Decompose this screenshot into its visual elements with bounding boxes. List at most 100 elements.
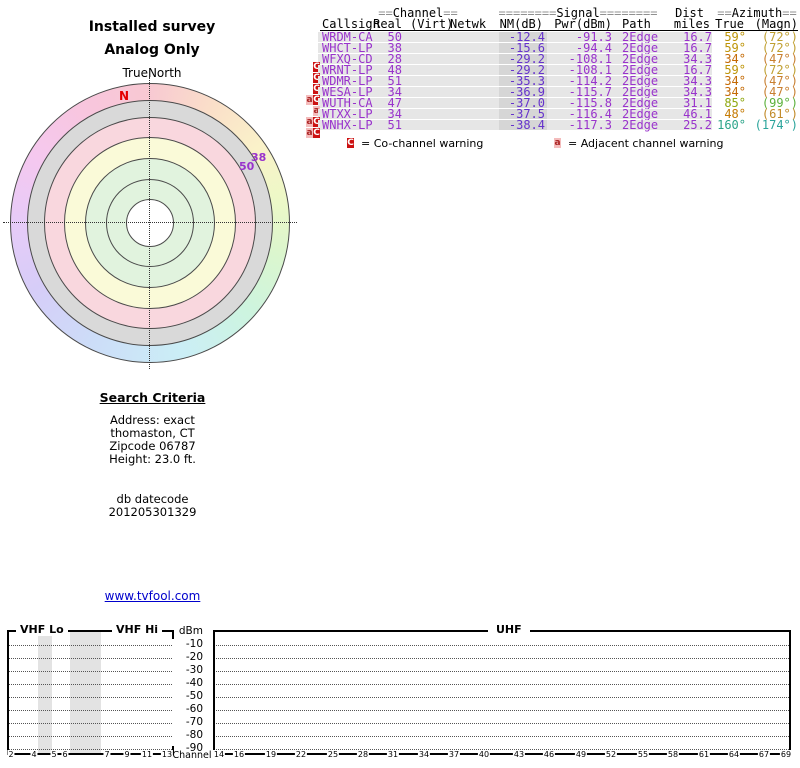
uhf-gridline--50 bbox=[216, 697, 789, 698]
magn-cell: (72°) bbox=[761, 63, 798, 77]
miles-cell: 46.1 bbox=[683, 107, 712, 121]
callsign-cell: WESA-LP bbox=[322, 85, 373, 99]
radar-station-label-38: 38 bbox=[251, 151, 267, 164]
row-warning-flags: aC bbox=[306, 87, 320, 105]
callsign-cell: WTXX-LP bbox=[322, 107, 373, 121]
real-cell: 47 bbox=[387, 96, 402, 110]
uhf-gridline--30 bbox=[216, 671, 789, 672]
co-channel-flag: C bbox=[313, 84, 320, 94]
north-marker: N bbox=[119, 89, 130, 103]
channel-tick-69: 69 bbox=[779, 750, 793, 760]
channel-tick-61: 61 bbox=[697, 750, 711, 760]
dbm-tick--60: -60 bbox=[185, 703, 203, 715]
channel-tick-67: 67 bbox=[757, 750, 771, 760]
radar-crosshair-horizontal bbox=[3, 222, 297, 223]
path-cell: 2Edge bbox=[622, 63, 659, 77]
miles-cell: 34.3 bbox=[683, 52, 712, 66]
radar-center-circle bbox=[126, 199, 174, 247]
azimuth-group-header: ==Azimuth== bbox=[717, 6, 797, 20]
search-city-line: thomaston, CT bbox=[110, 426, 195, 440]
vhf-gridline--80 bbox=[9, 736, 172, 737]
col-header-netwk: Netwk bbox=[450, 17, 487, 31]
real-cell: 34 bbox=[387, 85, 402, 99]
channel-tick-52: 52 bbox=[604, 750, 618, 760]
col-header-miles: miles bbox=[673, 17, 710, 31]
vhf-gridline--60 bbox=[9, 710, 172, 711]
callsign-cell: WHCT-LP bbox=[322, 41, 373, 55]
true-cell: 160° bbox=[717, 118, 746, 132]
callsign-cell: WRDM-CA bbox=[322, 30, 373, 44]
col-header-path: Path bbox=[622, 17, 651, 31]
nm-cell: -37.0 bbox=[508, 96, 545, 110]
search-zip-line: Zipcode 06787 bbox=[109, 439, 196, 453]
radar-crosshair-vertical bbox=[149, 77, 150, 369]
vhf-lo-band-label: VHF Lo bbox=[16, 623, 68, 636]
true-cell: 34° bbox=[724, 52, 746, 66]
nm-cell: -38.4 bbox=[508, 118, 545, 132]
channel-tick-4: 4 bbox=[30, 750, 38, 760]
dist-group-header: Dist bbox=[675, 6, 704, 20]
db-datecode-value: 201205301329 bbox=[108, 505, 197, 519]
channel-tick-13: 13 bbox=[160, 750, 174, 760]
adjacent-channel-legend-icon: a bbox=[554, 138, 561, 148]
vhf-gridline--70 bbox=[9, 723, 172, 724]
channel-tick-14: 14 bbox=[212, 750, 226, 760]
adjacent-channel-legend-text: = Adjacent channel warning bbox=[568, 137, 724, 150]
adjacent-channel-flag: a bbox=[313, 106, 320, 116]
pwr-cell: -114.2 bbox=[568, 74, 612, 88]
channel-tick-19: 19 bbox=[264, 750, 278, 760]
channel-tick-16: 16 bbox=[232, 750, 246, 760]
miles-cell: 34.3 bbox=[683, 74, 712, 88]
table-row-nm-bg bbox=[499, 109, 547, 119]
co-channel-flag: C bbox=[313, 62, 320, 72]
row-warning-flags: C bbox=[313, 76, 320, 94]
true-cell: 34° bbox=[724, 85, 746, 99]
real-cell: 34 bbox=[387, 107, 402, 121]
channel-tick-9: 9 bbox=[123, 750, 131, 760]
vhf-gridline--30 bbox=[9, 671, 172, 672]
signal-group-header: ========Signal======== bbox=[498, 6, 658, 20]
co-channel-legend-text: = Co-channel warning bbox=[361, 137, 484, 150]
search-address-line: Address: exact bbox=[110, 413, 195, 427]
real-cell: 51 bbox=[387, 118, 402, 132]
magn-cell: (47°) bbox=[761, 85, 798, 99]
uhf-gridline--90 bbox=[216, 749, 789, 750]
table-row-nm-bg bbox=[499, 32, 547, 42]
adjacent-channel-flag: a bbox=[306, 128, 313, 138]
callsign-cell: WDMR-LP bbox=[322, 74, 373, 88]
channel-tick-43: 43 bbox=[512, 750, 526, 760]
uhf-gridline--40 bbox=[216, 684, 789, 685]
channel-tick-31: 31 bbox=[386, 750, 400, 760]
callsign-cell: WRNT-LP bbox=[322, 63, 373, 77]
co-channel-flag: C bbox=[313, 95, 320, 105]
magn-cell: (174°) bbox=[754, 118, 798, 132]
uhf-gridline--60 bbox=[216, 710, 789, 711]
miles-cell: 16.7 bbox=[683, 63, 712, 77]
dbm-tick--90: -90 bbox=[185, 742, 203, 754]
pwr-cell: -108.1 bbox=[568, 52, 612, 66]
magn-cell: (47°) bbox=[761, 52, 798, 66]
col-header-nm: NM(dB) bbox=[499, 17, 543, 31]
channel-tick-34: 34 bbox=[417, 750, 431, 760]
col-header-callsign: Callsign bbox=[322, 17, 380, 31]
channel-tick-28: 28 bbox=[356, 750, 370, 760]
table-row-nm-bg bbox=[499, 65, 547, 75]
dbm-tick--50: -50 bbox=[185, 690, 203, 702]
dbm-axis-unit: dBm bbox=[178, 625, 203, 637]
tvfool-link[interactable]: www.tvfool.com bbox=[104, 589, 201, 603]
true-cell: 48° bbox=[724, 107, 746, 121]
vhf-gridline--40 bbox=[9, 684, 172, 685]
channel-tick-7: 7 bbox=[103, 750, 111, 760]
channel-group-header: ==Channel== bbox=[378, 6, 458, 20]
uhf-gridline--20 bbox=[216, 658, 789, 659]
nm-cell: -12.4 bbox=[508, 30, 545, 44]
channel-tick-55: 55 bbox=[636, 750, 650, 760]
true-cell: 59° bbox=[724, 30, 746, 44]
callsign-cell: WNHX-LP bbox=[322, 118, 373, 132]
uhf-band-label: UHF bbox=[488, 623, 530, 636]
path-cell: 2Edge bbox=[622, 41, 659, 55]
channel-tick-37: 37 bbox=[447, 750, 461, 760]
co-channel-legend-icon: C bbox=[347, 138, 354, 148]
vhf-gridline--90 bbox=[9, 749, 172, 750]
row-warning-flags: C bbox=[313, 65, 320, 83]
